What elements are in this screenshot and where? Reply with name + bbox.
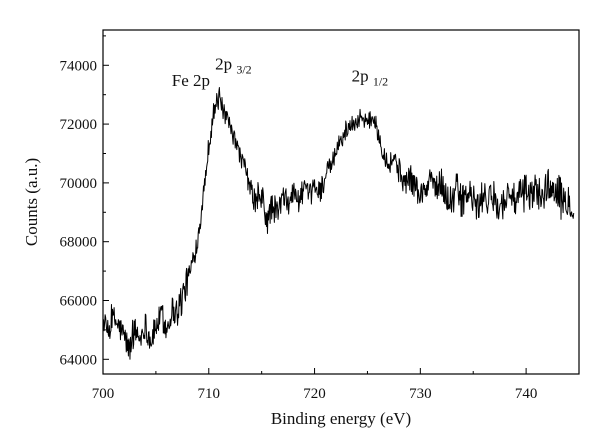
annotation-2p-1-2-sub: 1/2: [373, 75, 388, 89]
annotation-2p-1-2-main: 2p: [352, 67, 369, 86]
x-tick-label-4: 740: [515, 386, 538, 402]
y-axis-ticks: 64000 66000 68000 70000 72000 74000: [60, 35, 109, 368]
x-tick-label-3: 730: [409, 386, 432, 402]
x-tick-label-2: 720: [303, 386, 326, 402]
x-axis-ticks: 700 710 720 730 740: [92, 368, 538, 402]
plot-frame: [102, 29, 580, 375]
y-tick-label-1: 66000: [60, 293, 98, 309]
x-tick-label-1: 710: [198, 386, 221, 402]
y-axis-title: Counts (a.u.): [22, 158, 41, 246]
y-tick-label-2: 68000: [60, 235, 98, 251]
y-tick-label-0: 64000: [60, 352, 98, 368]
x-axis-title: Binding energy (eV): [271, 409, 411, 428]
x-tick-label-0: 700: [92, 386, 115, 402]
annotation-2p-1-2: 2p 1/2: [352, 67, 389, 89]
annotation-2p-3-2-main: 2p: [215, 55, 232, 74]
series-line-0: [103, 87, 575, 360]
annotation-fe-2p: Fe 2p: [172, 71, 210, 90]
annotation-2p-3-2: 2p 3/2: [215, 55, 252, 77]
series-group: [103, 87, 575, 360]
y-tick-label-4: 72000: [60, 117, 98, 133]
y-tick-label-3: 70000: [60, 176, 98, 192]
y-tick-label-5: 74000: [60, 58, 98, 74]
annotation-2p-3-2-sub: 3/2: [236, 63, 251, 77]
annotations: Fe 2p 2p 3/2 2p 1/2: [172, 55, 388, 90]
